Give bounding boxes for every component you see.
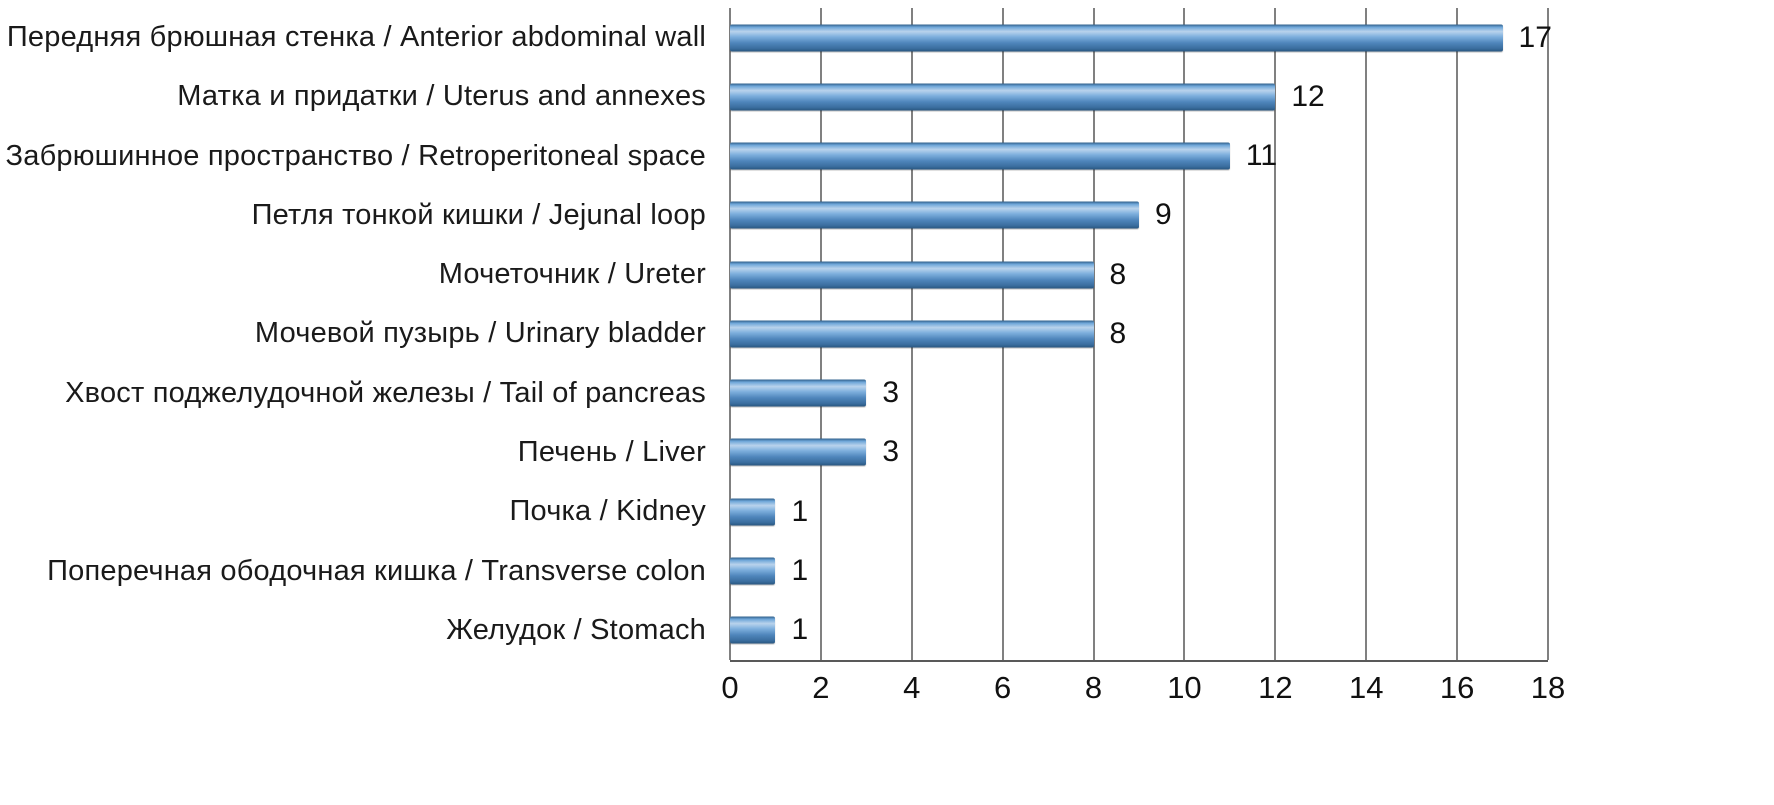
category-label: Матка и придатки / Uterus and annexes	[177, 80, 706, 113]
gridline	[1183, 8, 1186, 660]
plot-area: 17 12 11 9 8 8 3 3 1 1 1	[729, 8, 1552, 662]
category-label-row: Почка / Kidney	[0, 482, 706, 541]
bar	[730, 438, 867, 466]
bar	[730, 83, 1276, 111]
bar-row: 8	[730, 245, 1548, 304]
category-axis: Передняя брюшная стенка / Anterior abdom…	[0, 8, 706, 660]
category-label: Желудок / Stomach	[446, 613, 706, 646]
category-label-row: Матка и придатки / Uterus and annexes	[0, 67, 706, 126]
bar-row: 12	[730, 67, 1548, 126]
bar-row: 9	[730, 186, 1548, 245]
x-tick-label: 6	[994, 670, 1012, 705]
x-tick-label: 16	[1439, 670, 1475, 705]
x-tick-label: 2	[812, 670, 830, 705]
bar-value-label: 8	[1109, 257, 1127, 291]
bar	[730, 142, 1230, 170]
category-label-row: Забрюшинное пространство / Retroperitone…	[0, 127, 706, 186]
category-label-row: Печень / Liver	[0, 423, 706, 482]
x-tick-label: 10	[1167, 670, 1202, 705]
x-axis: 0 2 4 6 8 10 12 14 16 18	[721, 664, 1565, 708]
bar	[730, 498, 776, 526]
gridline	[1547, 8, 1549, 660]
bar	[730, 379, 867, 407]
bar-row: 11	[730, 127, 1548, 186]
x-tick-label: 18	[1530, 670, 1566, 705]
bar	[730, 201, 1139, 229]
category-label-row: Мочеточник / Ureter	[0, 245, 706, 304]
category-label-row: Петля тонкой кишки / Jejunal loop	[0, 186, 706, 245]
bar-value-label: 11	[1245, 139, 1278, 173]
category-label: Печень / Liver	[517, 435, 706, 468]
category-label-row: Хвост поджелудочной железы / Tail of pan…	[0, 364, 706, 423]
bar-row: 1	[730, 482, 1548, 541]
bar-row: 8	[730, 304, 1548, 363]
category-label-row: Желудок / Stomach	[0, 601, 706, 660]
bar	[730, 557, 776, 585]
gridline	[1092, 8, 1095, 660]
category-label-row: Мочевой пузырь / Urinary bladder	[0, 304, 706, 363]
bar-series: 17 12 11 9 8 8 3 3 1 1 1	[730, 8, 1552, 660]
category-label: Мочевой пузырь / Urinary bladder	[254, 317, 706, 350]
bar-value-label: 1	[791, 494, 809, 528]
bar-row: 3	[730, 423, 1548, 482]
gridline	[1274, 8, 1277, 660]
bar-value-label: 3	[882, 376, 900, 410]
bar-value-label: 8	[1109, 316, 1127, 350]
x-tick-label: 0	[721, 670, 739, 705]
bar-row: 1	[730, 601, 1548, 660]
category-label-row: Передняя брюшная стенка / Anterior abdom…	[0, 8, 706, 67]
bar	[730, 320, 1094, 348]
category-label: Забрюшинное пространство / Retroperitone…	[5, 139, 706, 172]
x-tick-label: 14	[1348, 670, 1384, 705]
bar	[730, 24, 1503, 52]
bar-value-label: 1	[791, 554, 809, 588]
bar	[730, 616, 776, 644]
category-label-row: Поперечная ободочная кишка / Transverse …	[0, 541, 706, 600]
bar-row: 1	[730, 541, 1548, 600]
bar-value-label: 3	[882, 435, 900, 469]
category-label: Петля тонкой кишки / Jejunal loop	[251, 198, 706, 231]
category-label: Мочеточник / Ureter	[438, 258, 706, 291]
x-tick-label: 12	[1258, 670, 1293, 705]
bar-value-label: 1	[791, 613, 809, 647]
gridline	[1456, 8, 1459, 660]
bar-value-label: 9	[1155, 198, 1172, 232]
bar	[730, 261, 1094, 289]
bar-row: 3	[730, 364, 1548, 423]
x-tick-label: 8	[1084, 670, 1103, 705]
category-label: Почка / Kidney	[509, 495, 706, 528]
x-tick-label: 4	[903, 670, 921, 705]
gridline	[1365, 8, 1368, 660]
bar-row: 17	[730, 8, 1552, 67]
bar-value-label: 12	[1291, 79, 1325, 113]
bar-value-label: 17	[1518, 20, 1552, 54]
category-label: Передняя брюшная стенка / Anterior abdom…	[6, 21, 706, 54]
category-label: Хвост поджелудочной железы / Tail of pan…	[65, 376, 706, 409]
category-label: Поперечная ободочная кишка / Transverse …	[47, 554, 706, 587]
